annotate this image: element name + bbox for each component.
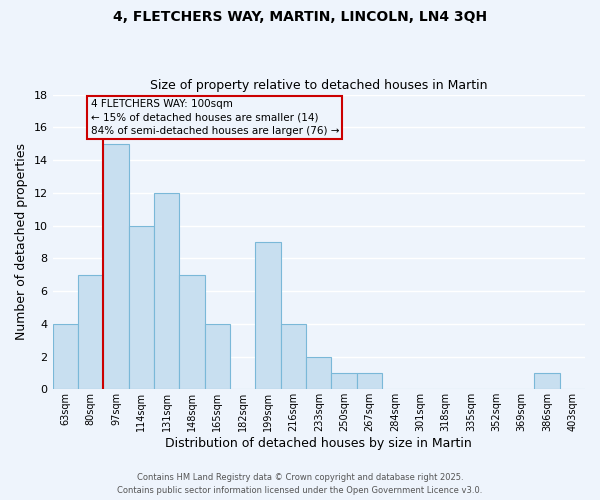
Bar [256, 242, 281, 390]
Title: Size of property relative to detached houses in Martin: Size of property relative to detached ho… [150, 79, 488, 92]
Text: 4 FLETCHERS WAY: 100sqm
← 15% of detached houses are smaller (14)
84% of semi-de: 4 FLETCHERS WAY: 100sqm ← 15% of detache… [91, 100, 339, 136]
Bar [53, 324, 78, 390]
Bar [331, 373, 357, 390]
Text: 4, FLETCHERS WAY, MARTIN, LINCOLN, LN4 3QH: 4, FLETCHERS WAY, MARTIN, LINCOLN, LN4 3… [113, 10, 487, 24]
Bar [281, 324, 306, 390]
Bar [205, 324, 230, 390]
Bar [78, 274, 103, 390]
Bar [357, 373, 382, 390]
Text: Contains HM Land Registry data © Crown copyright and database right 2025.
Contai: Contains HM Land Registry data © Crown c… [118, 474, 482, 495]
Bar [306, 356, 331, 390]
Bar [179, 274, 205, 390]
Bar [534, 373, 560, 390]
Y-axis label: Number of detached properties: Number of detached properties [15, 144, 28, 340]
X-axis label: Distribution of detached houses by size in Martin: Distribution of detached houses by size … [166, 437, 472, 450]
Bar [128, 226, 154, 390]
Bar [154, 193, 179, 390]
Bar [103, 144, 128, 390]
